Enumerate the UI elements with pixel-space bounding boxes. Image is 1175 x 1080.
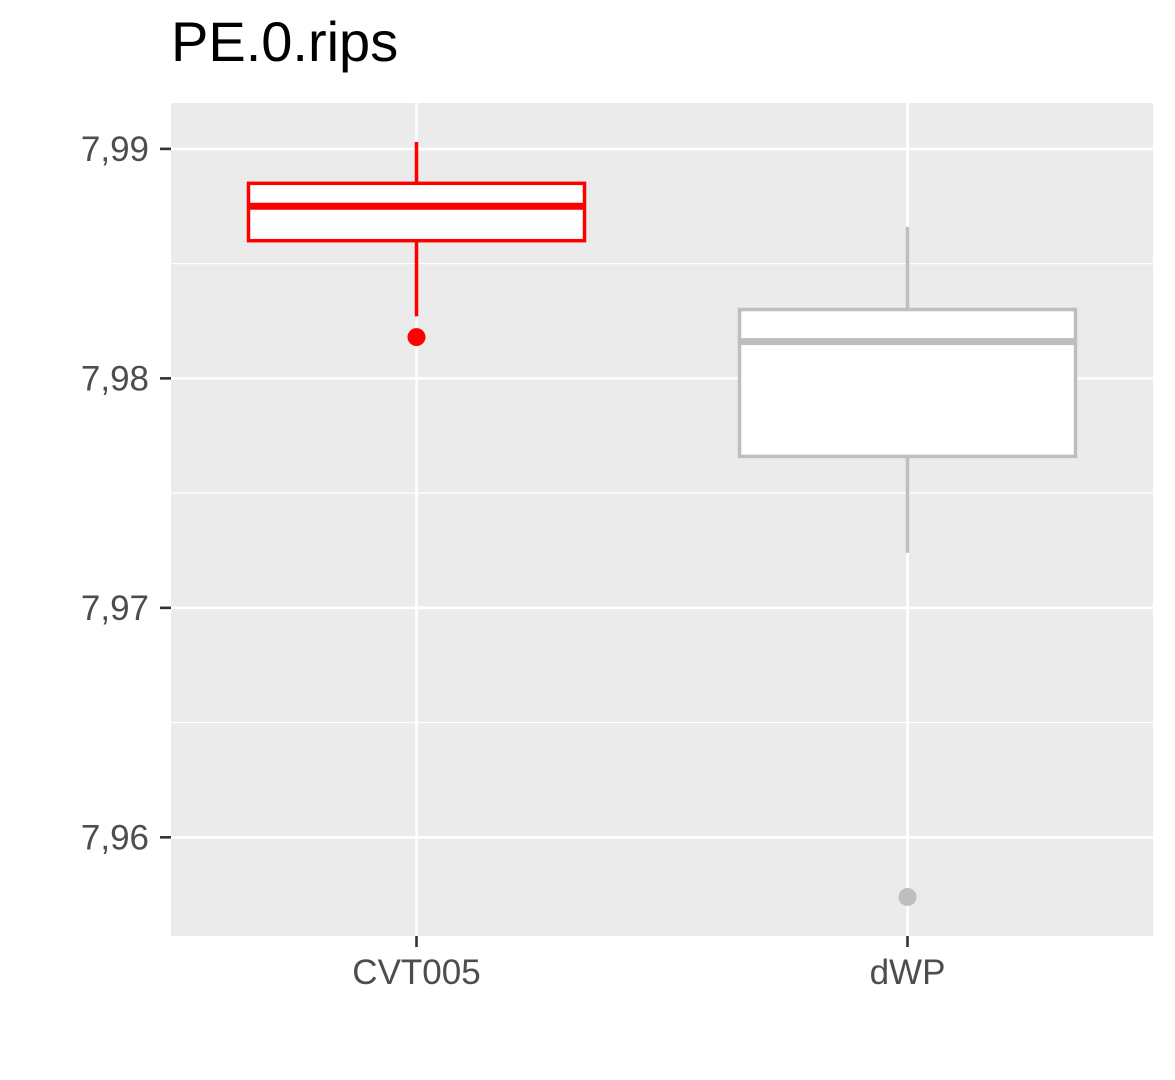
outlier-point (407, 328, 426, 347)
y-tick-label: 7,98 (81, 359, 149, 398)
y-tick-label: 7,96 (81, 818, 149, 857)
x-tick-label: dWP (870, 953, 946, 992)
y-tick-label: 7,97 (81, 589, 149, 628)
box-iqr (246, 181, 587, 243)
outlier-point (898, 887, 917, 906)
chart-title: PE.0.rips (171, 10, 399, 73)
y-tick-label: 7,99 (81, 130, 149, 169)
x-tick-label: CVT005 (352, 953, 480, 992)
box-iqr (737, 307, 1078, 459)
